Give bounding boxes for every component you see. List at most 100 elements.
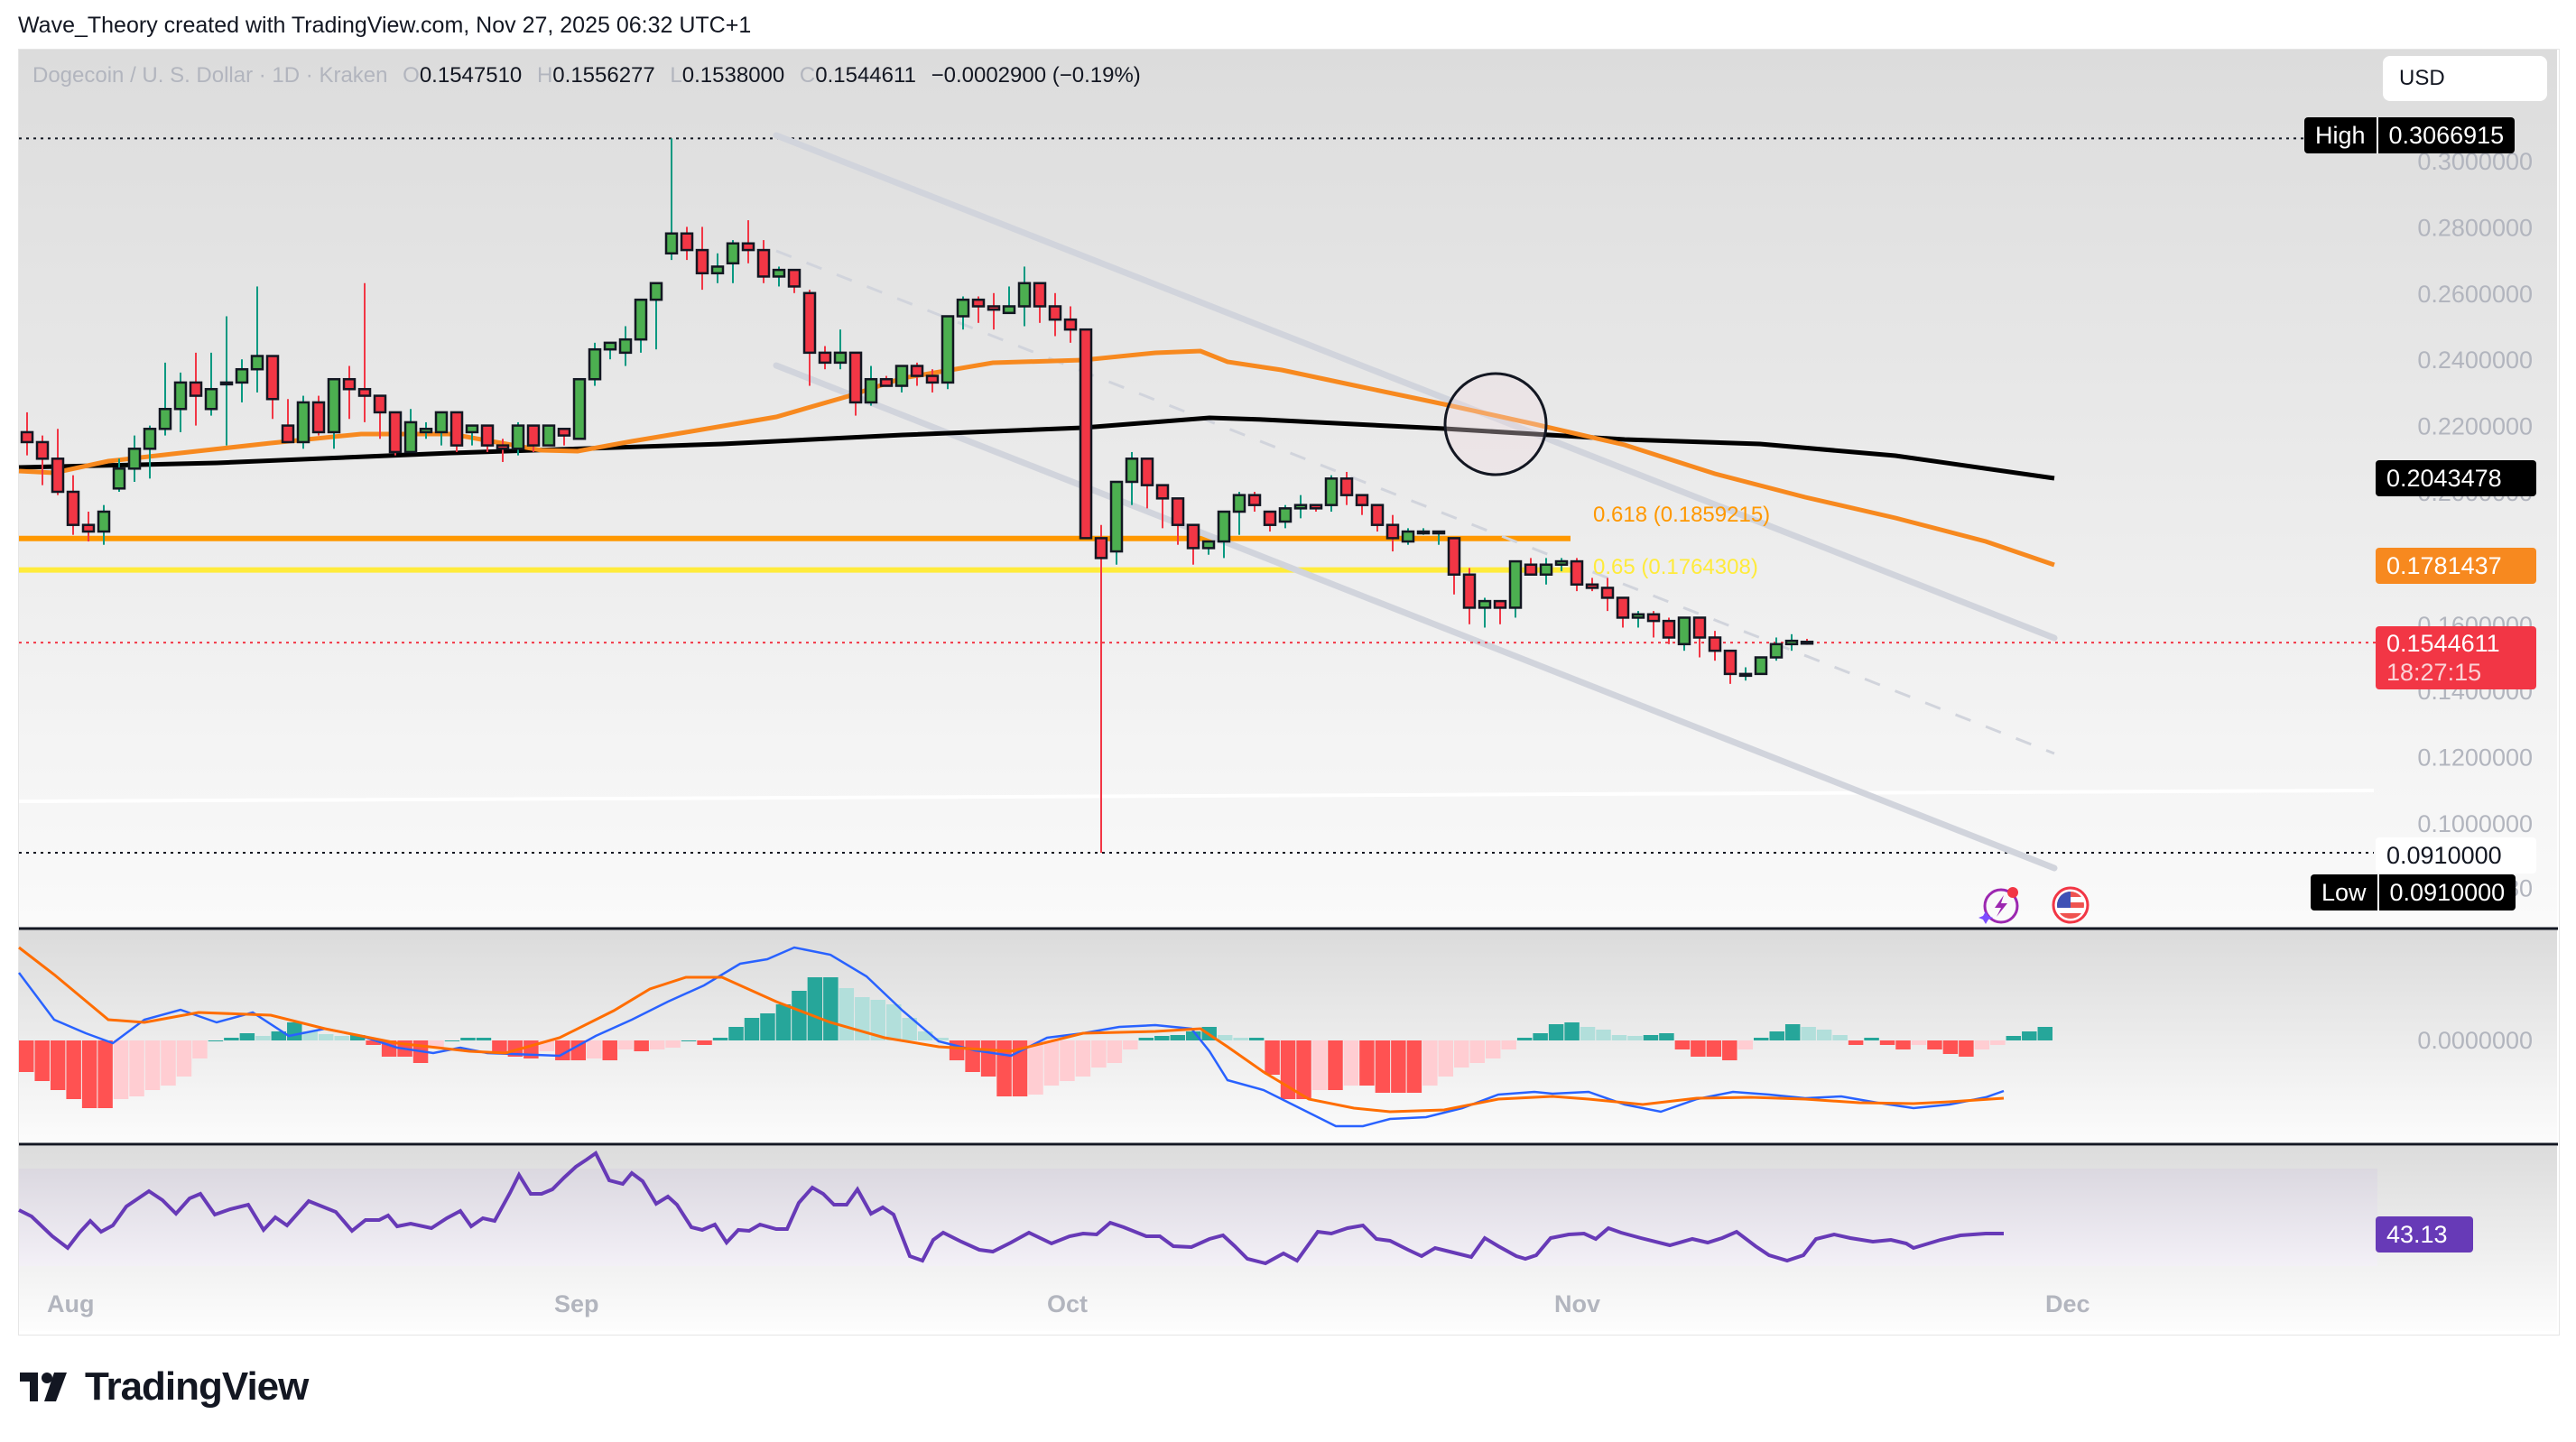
currency-button[interactable]: USD — [2383, 56, 2547, 101]
ma50-tag: 0.1781437 — [2376, 548, 2536, 584]
candle-body — [695, 248, 709, 275]
candle-body — [189, 381, 203, 397]
candle-body — [956, 298, 970, 318]
macd-histogram-bar — [1123, 1040, 1138, 1049]
candle-body — [634, 298, 648, 341]
macd-histogram-bar — [476, 1038, 492, 1040]
candle-body — [342, 377, 357, 391]
macd-histogram-bar — [444, 1040, 460, 1041]
candle-body — [511, 424, 525, 450]
macd-histogram-bar — [933, 1038, 949, 1040]
macd-histogram-bar — [1311, 1040, 1328, 1090]
circle-annotation — [1443, 372, 1548, 476]
rsi-line — [18, 1151, 2004, 1266]
candle-body — [1171, 497, 1185, 526]
fib-65-label: 0.65 (0.1764308) — [1593, 555, 1758, 579]
macd-histogram-bar — [113, 1040, 129, 1099]
macd-histogram-bar — [1580, 1027, 1596, 1040]
candle-body — [864, 377, 878, 404]
chart-frame — [18, 49, 2560, 1336]
candle-body — [1462, 573, 1477, 609]
macd-histogram-bar — [1895, 1040, 1911, 1049]
low-tag: Low 0.0910000 — [2311, 874, 2516, 910]
candle-body — [1493, 599, 1507, 609]
macd-histogram-bar — [1516, 1038, 1533, 1040]
candle-body — [618, 337, 633, 355]
candle-body — [772, 268, 786, 278]
macd-histogram-bar — [1548, 1024, 1564, 1040]
macd-histogram-bar — [1375, 1040, 1391, 1093]
macd-histogram-bar — [712, 1038, 728, 1040]
candle-body — [250, 355, 264, 371]
macd-histogram-bar — [1627, 1036, 1643, 1040]
macd-histogram-bar — [1832, 1035, 1848, 1040]
macd-histogram-bar — [1138, 1038, 1154, 1040]
candle-body — [1600, 587, 1615, 599]
assistant-bolt-icon[interactable] — [1978, 884, 2020, 926]
symbol-legend[interactable]: Dogecoin / U. S. Dollar · 1D · Kraken O0… — [32, 63, 1141, 88]
candle-body — [557, 428, 571, 437]
candle-body — [1247, 494, 1262, 506]
candle-body — [1293, 504, 1308, 510]
tradingview-logo[interactable]: TradingView — [20, 1364, 309, 1410]
candle-body — [35, 440, 50, 460]
macd-histogram-bar — [144, 1040, 161, 1090]
macd-histogram-bar — [570, 1040, 587, 1060]
time-axis-label: Aug — [47, 1290, 95, 1317]
candle-body — [1662, 619, 1676, 639]
macd-histogram-bar — [1784, 1024, 1801, 1040]
candle-body — [81, 523, 96, 533]
candle-body — [296, 401, 310, 444]
candle-body — [925, 374, 940, 384]
price-axis-tick: 0.2800000 — [2417, 214, 2533, 241]
candle-body — [588, 347, 602, 381]
candle-body — [1723, 649, 1737, 676]
candle-body — [818, 351, 832, 365]
macd-histogram-bar — [996, 1040, 1012, 1096]
candle-body — [756, 248, 771, 278]
time-axis-label: Dec — [2045, 1290, 2090, 1317]
candle-body — [97, 510, 111, 533]
macd-histogram-bar — [1328, 1040, 1343, 1090]
candle-body — [664, 232, 679, 255]
macd-histogram-bar — [1485, 1040, 1501, 1058]
macd-histogram-bar — [1737, 1040, 1754, 1049]
candle-body — [572, 377, 587, 440]
high-value: 0.1556277 — [552, 63, 655, 88]
macd-histogram-bar — [1691, 1040, 1706, 1057]
candle-body — [1355, 494, 1369, 506]
candle-body — [680, 232, 694, 252]
candle-body — [1784, 639, 1799, 646]
candle-body — [66, 490, 80, 526]
macd-histogram-bar — [980, 1040, 996, 1077]
candle-body — [219, 381, 234, 386]
macd-histogram-bar — [1154, 1036, 1170, 1040]
candle-body — [1800, 641, 1814, 645]
candle-body — [465, 424, 479, 434]
candle-body — [1478, 599, 1492, 609]
fib-618-label: 0.618 (0.1859215) — [1593, 503, 1771, 527]
candle-body — [1738, 672, 1753, 678]
candle-body — [158, 408, 172, 430]
macd-histogram-bar — [302, 1031, 318, 1040]
macd-histogram-bar — [97, 1040, 113, 1108]
macd-histogram-bar — [1564, 1022, 1580, 1040]
channel-upper — [773, 132, 2058, 642]
macd-histogram-bar — [1075, 1040, 1091, 1077]
low-value: 0.1538000 — [681, 63, 785, 88]
white-trend-line — [18, 789, 2375, 803]
us-flag-icon[interactable] — [2051, 885, 2090, 925]
macd-histogram-bar — [255, 1036, 271, 1040]
candle-body — [480, 424, 495, 447]
macd-histogram-bar — [902, 1018, 917, 1040]
macd-histogram-bar — [1959, 1040, 1974, 1057]
price-axis-tick: 0.2400000 — [2417, 347, 2533, 374]
candle-body — [1278, 507, 1293, 523]
candle-body — [1616, 596, 1630, 619]
candle-body — [1324, 477, 1339, 506]
macd-histogram-bar — [349, 1035, 366, 1040]
candle-body — [449, 411, 464, 447]
candle-body — [1109, 480, 1124, 553]
macd-histogram-bar — [1722, 1040, 1737, 1060]
